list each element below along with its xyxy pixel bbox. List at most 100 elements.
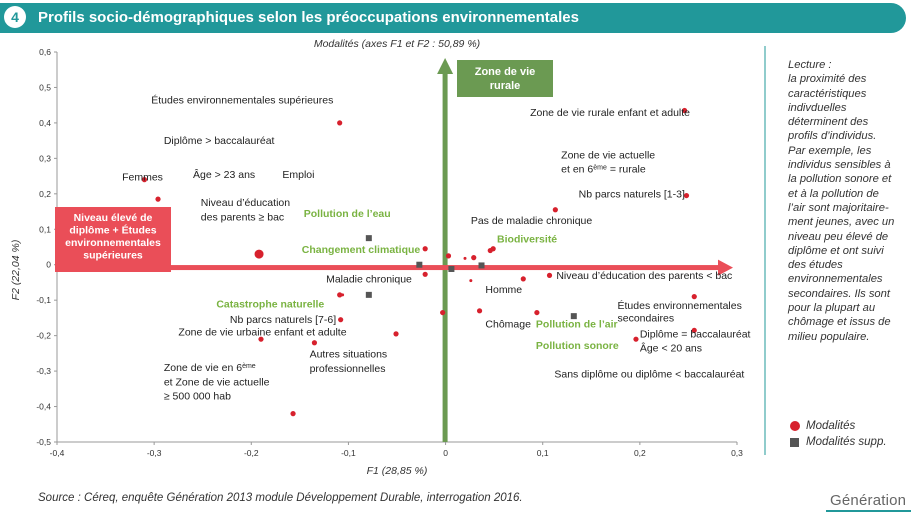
- point-label: des parents ≥ bac: [201, 211, 284, 223]
- reading-line: niveau peu élevé de: [788, 230, 889, 243]
- point-label: professionnelles: [310, 363, 386, 375]
- horizontal-arrow-label-line: environnementales: [65, 237, 161, 249]
- modalite-point: [393, 331, 399, 337]
- y-tick-label: -0,2: [36, 331, 51, 341]
- reading-line: ment jeunes, avec un: [788, 216, 895, 229]
- x-axis-title: F1 (28,85 %): [367, 465, 428, 477]
- modalite-point: [254, 249, 264, 259]
- modalite-point: [338, 317, 344, 323]
- reading-line: Lecture :: [788, 59, 832, 71]
- point-label: Pas de maladie chronique: [471, 215, 593, 227]
- reading-line: secondaires. Ils sont: [788, 287, 890, 300]
- legend-dot-icon: [790, 421, 800, 431]
- point-label: Biodiversité: [497, 233, 557, 245]
- point-label: Femmes: [122, 171, 163, 183]
- source-note: Source : Céreq, enquête Génération 2013 …: [38, 492, 523, 504]
- legend-label-modalites: Modalités: [806, 420, 856, 432]
- modalite-supp-point: [570, 313, 577, 320]
- modalite-point: [337, 292, 343, 298]
- reading-line: pour la plupart au: [788, 302, 876, 315]
- point-label: Pollution de l’eau: [304, 208, 391, 220]
- data-points: [141, 107, 697, 417]
- point-label: Pollution sonore: [536, 340, 619, 352]
- modalite-point: [258, 336, 264, 342]
- modalite-point: [155, 196, 161, 202]
- x-tick-label: -0,1: [341, 448, 356, 458]
- y-tick-label: -0,4: [36, 402, 51, 412]
- y-tick-label: 0: [46, 260, 51, 270]
- modalite-point: [337, 120, 343, 126]
- modalite-point: [445, 253, 452, 259]
- point-label: Études environnementales: [618, 299, 742, 312]
- x-tick-label: 0,3: [731, 448, 743, 458]
- point-label: Nb parcs naturels [1-3]: [579, 188, 685, 200]
- modalite-supp-point: [416, 261, 423, 268]
- reading-line: déterminent des: [788, 116, 869, 129]
- horizontal-arrow-head: [718, 259, 733, 276]
- point-label: Emploi: [282, 169, 314, 181]
- generation-logo: Génération: [830, 492, 907, 509]
- chart-title: Modalités (axes F1 et F2 : 50,89 %): [314, 38, 480, 50]
- modalite-point: [691, 294, 697, 300]
- y-tick-label: -0,5: [36, 437, 51, 447]
- legend-label-modalites-supp: Modalités supp.: [806, 436, 887, 448]
- point-labels: Études environnementales supérieures Dipl…: [122, 93, 750, 402]
- modalite-supp-point: [365, 291, 372, 298]
- y-tick-label: 0,6: [39, 47, 51, 57]
- point-label: et en 6ème = rurale: [561, 164, 646, 176]
- modalite-point: [463, 256, 467, 260]
- vertical-arrow-shaft: [442, 72, 448, 442]
- y-tick-label: -0,1: [36, 295, 51, 305]
- y-axis-title: F2 (22,04 %): [10, 240, 22, 301]
- point-label: Catastrophe naturelle: [216, 298, 324, 310]
- reading-line: Par exemple, les: [788, 144, 872, 157]
- figure-number: 4: [4, 6, 26, 28]
- reading-line: indivduelles: [788, 101, 847, 114]
- point-label: Âge > 23 ans: [193, 168, 255, 181]
- modalite-point: [471, 255, 477, 261]
- modalite-point: [476, 308, 483, 314]
- point-label: Changement climatique: [302, 244, 421, 256]
- figure-title: Profils socio-démographiques selon les p…: [38, 9, 579, 26]
- vertical-arrow-head: [437, 58, 454, 74]
- reading-note: Lecture : la proximité des caractéristique…: [788, 58, 908, 344]
- y-tick-label: 0,5: [39, 82, 51, 92]
- point-label: Chômage: [485, 318, 531, 330]
- modalite-point: [469, 279, 473, 283]
- figure-header: 4 Profils socio-démographiques selon les…: [0, 0, 917, 34]
- reading-line: individus sensibles à: [788, 159, 891, 172]
- y-tick-label: -0,3: [36, 366, 51, 376]
- legend-item-modalites: Modalités: [790, 418, 887, 434]
- point-label: Niveau d’éducation des parents < bac: [556, 270, 732, 282]
- point-label: Nb parcs naturels [7-6]: [230, 314, 336, 326]
- y-tick-label: 0,4: [39, 118, 51, 128]
- y-tick-label: 0,2: [39, 189, 51, 199]
- point-label: ≥ 500 000 hab: [164, 390, 231, 402]
- point-label: Études environnementales supérieures: [151, 93, 333, 106]
- legend-item-modalites-supp: Modalités supp.: [790, 434, 887, 450]
- vertical-arrow-label-line: Zone de vie: [475, 66, 536, 78]
- modalite-supp-point: [448, 265, 455, 272]
- modalite-point: [683, 192, 690, 199]
- x-tick-label: -0,2: [244, 448, 259, 458]
- modalite-point: [681, 107, 688, 114]
- reading-line: des études: [788, 259, 843, 272]
- point-label: Sans diplôme ou diplôme < baccalauréat: [554, 368, 744, 380]
- axis-titles: Modalités (axes F1 et F2 : 50,89 %) F1 (2…: [10, 38, 480, 477]
- horizontal-arrow-label-line: supérieures: [83, 250, 143, 262]
- legend-square-icon: [790, 437, 799, 447]
- point-label: secondaires: [618, 312, 675, 324]
- logo-underline: [826, 510, 911, 512]
- x-tick-label: 0: [443, 448, 448, 458]
- x-tick-label: -0,3: [147, 448, 162, 458]
- modalite-point: [341, 293, 345, 297]
- modalite-point: [311, 340, 318, 346]
- reading-line: profils d’individus.: [788, 130, 877, 143]
- horizontal-arrow-shaft: [170, 265, 720, 271]
- x-tick-label: 0,2: [634, 448, 646, 458]
- modalite-point: [546, 272, 553, 278]
- modalite-point: [440, 309, 446, 316]
- modalite-supp-point: [478, 262, 485, 269]
- modalite-point: [141, 177, 148, 183]
